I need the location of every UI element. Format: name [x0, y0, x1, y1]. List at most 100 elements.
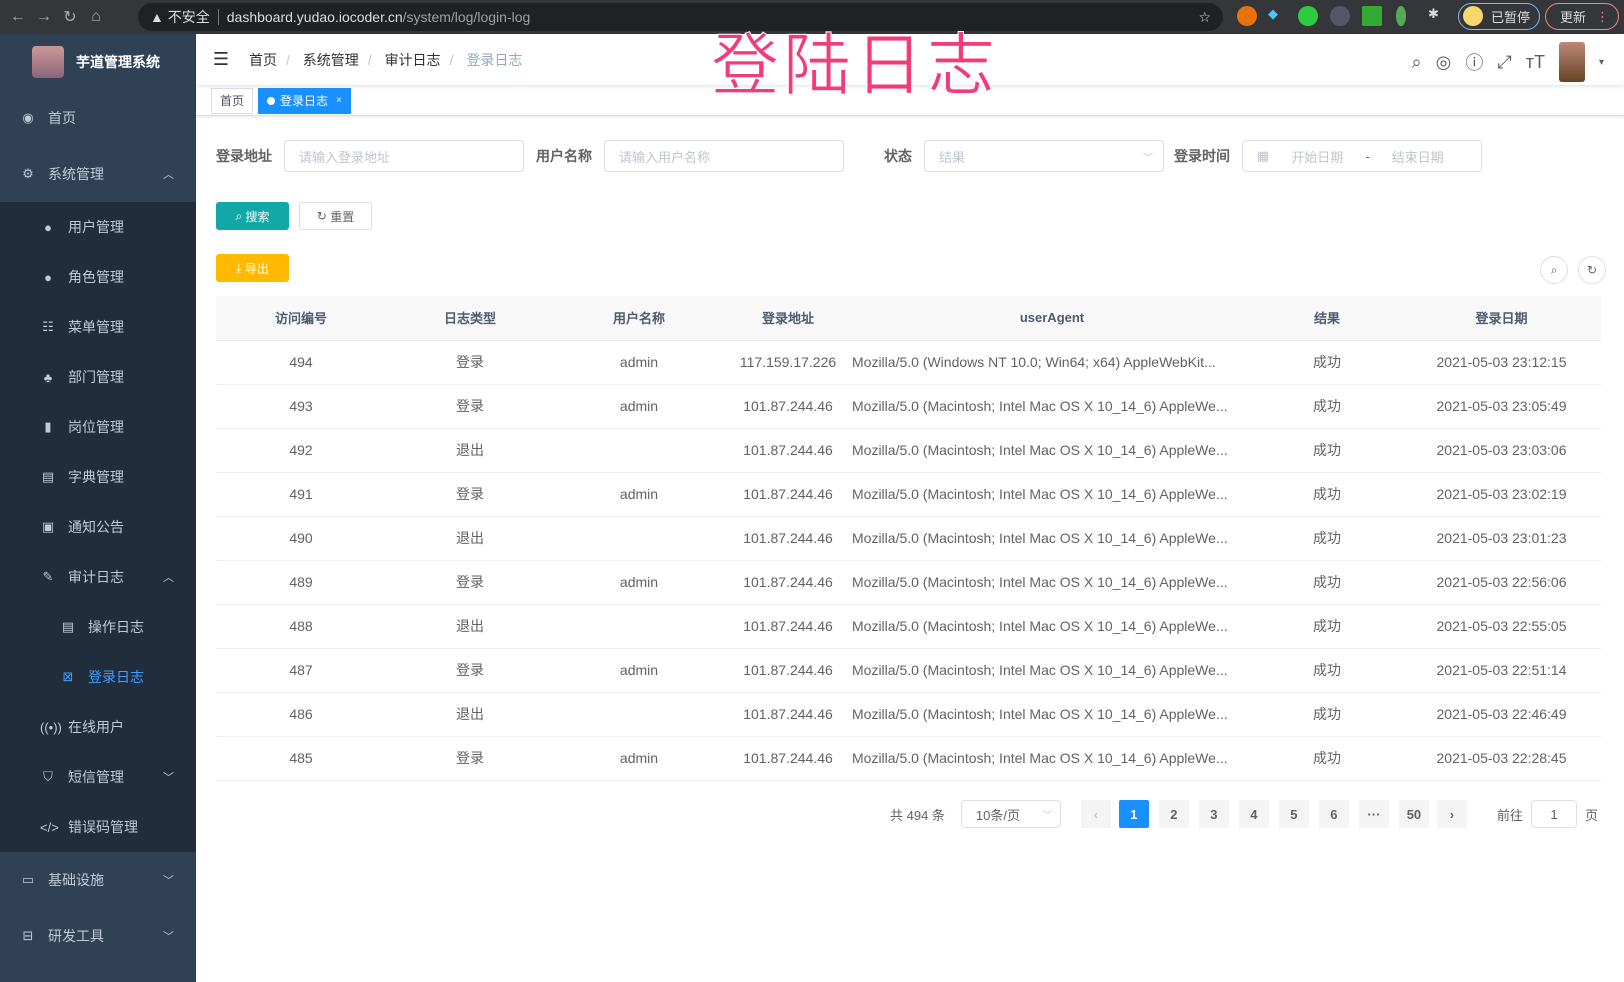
- insecure-label: 不安全: [167, 9, 210, 25]
- sidebar-logo[interactable]: 芋道管理系统: [0, 34, 196, 90]
- sidebar-item-home[interactable]: ◉ 首页: [0, 90, 196, 146]
- address-bar[interactable]: ▲ 不安全 dashboard.yudao.iocoder.cn/system/…: [138, 3, 1223, 31]
- warning-icon: ▲: [150, 9, 168, 25]
- page-button[interactable]: 5: [1278, 800, 1309, 828]
- table-row[interactable]: 491 登录 admin 101.87.244.46 Mozilla/5.0 (Maci…: [216, 472, 1601, 517]
- close-icon[interactable]: ×: [336, 95, 342, 106]
- on-extension-icon[interactable]: [1362, 6, 1382, 26]
- table-cell: 登录: [386, 340, 554, 385]
- sidebar-item-dict[interactable]: ▤ 字典管理: [0, 452, 196, 502]
- table-row[interactable]: 493 登录 admin 101.87.244.46 Mozilla/5.0 (Maci…: [216, 384, 1601, 429]
- forward-icon[interactable]: →: [36, 8, 52, 25]
- home-icon[interactable]: ⌂: [91, 8, 101, 25]
- page-button[interactable]: 1: [1118, 800, 1149, 828]
- help-icon[interactable]: ⓘ: [1465, 53, 1484, 73]
- table-cell: admin: [554, 340, 724, 385]
- update-button[interactable]: 更新 ⋮: [1545, 3, 1619, 30]
- prev-page-button[interactable]: ‹: [1080, 800, 1111, 828]
- y-extension-icon[interactable]: [1298, 6, 1318, 26]
- extension-icon[interactable]: [1237, 6, 1257, 26]
- tag-login-log[interactable]: 登录日志 ×: [258, 87, 351, 114]
- page-list: 1 2 3 4 5 6 ··· 50: [1118, 800, 1429, 828]
- sidebar-item-notice[interactable]: ▣ 通知公告: [0, 502, 196, 552]
- next-page-button[interactable]: ›: [1436, 800, 1467, 828]
- sidebar-item-infra[interactable]: ▭ 基础设施 ﹀: [0, 852, 196, 908]
- puzzle-icon[interactable]: ✱: [1428, 6, 1439, 21]
- sidebar-item-operate-log[interactable]: ▤ 操作日志: [0, 602, 196, 652]
- refresh-button[interactable]: ↻: [1578, 256, 1606, 284]
- status-label: 状态: [884, 148, 912, 164]
- fullscreen-icon[interactable]: ⤢: [1497, 51, 1512, 72]
- page-button[interactable]: 50: [1398, 800, 1429, 828]
- sidebar-item-post[interactable]: ▮ 岗位管理: [0, 402, 196, 452]
- table-cell: admin: [554, 560, 724, 605]
- table-cell: 2021-05-03 22:55:05: [1402, 604, 1601, 649]
- sidebar-item-error-code[interactable]: </> 错误码管理: [0, 802, 196, 852]
- bookmark-star-icon[interactable]: ☆: [1198, 8, 1211, 25]
- page-button[interactable]: 6: [1318, 800, 1349, 828]
- goto-value: 1: [1550, 806, 1558, 822]
- breadcrumb-home[interactable]: 首页: [249, 51, 277, 68]
- reload-icon[interactable]: ↻: [63, 9, 77, 26]
- sidebar-item-audit-log[interactable]: ✎ 审计日志 ︿: [0, 552, 196, 602]
- menu-label: 角色管理: [68, 269, 124, 285]
- sidebar-item-dept[interactable]: ♣ 部门管理: [0, 352, 196, 402]
- profile-button[interactable]: 已暂停: [1458, 3, 1540, 30]
- page-size-select[interactable]: 10条/页 ﹀: [960, 800, 1061, 828]
- sidebar-item-user[interactable]: ● 用户管理: [0, 202, 196, 252]
- log-icon: ✎: [42, 569, 54, 584]
- status-select[interactable]: 结果 ﹀: [924, 140, 1164, 172]
- navbar: ☰ 首页 / 系统管理 / 审计日志 / 登录日志 登陆日志 ⌕ ◎ ⓘ ⤢ ᴛT ▾: [196, 28, 1624, 105]
- avatar[interactable]: [1558, 42, 1585, 82]
- username-input[interactable]: 请输入用户名称: [604, 140, 844, 172]
- page-button[interactable]: 3: [1198, 800, 1229, 828]
- chevron-up-icon: ︿: [163, 169, 174, 181]
- caret-down-icon[interactable]: ▾: [1598, 56, 1604, 68]
- column-header: 访问编号: [216, 296, 386, 341]
- table-cell: 2021-05-03 23:05:49: [1402, 384, 1601, 429]
- search-button[interactable]: ⌕ 搜索: [216, 202, 289, 230]
- app-title: 芋道管理系统: [76, 54, 160, 70]
- table-row[interactable]: 487 登录 admin 101.87.244.46 Mozilla/5.0 (Maci…: [216, 648, 1601, 693]
- table-cell: 成功: [1252, 384, 1402, 429]
- toggle-search-button[interactable]: ⌕: [1540, 256, 1568, 284]
- table-cell: 101.87.244.46: [724, 428, 852, 473]
- reset-button[interactable]: ↻ 重置: [299, 202, 372, 230]
- page-button[interactable]: 2: [1158, 800, 1189, 828]
- sidebar-item-tool[interactable]: ⊟ 研发工具 ﹀: [0, 908, 196, 964]
- search-icon[interactable]: ⌕: [1411, 51, 1422, 72]
- font-size-icon[interactable]: ᴛT: [1525, 51, 1545, 72]
- table-row[interactable]: 492 退出 101.87.244.46 Mozilla/5.0 (Macintosh…: [216, 428, 1601, 473]
- table-row[interactable]: 485 登录 admin 101.87.244.46 Mozilla/5.0 (Maci…: [216, 736, 1601, 781]
- github-icon[interactable]: ◎: [1435, 51, 1452, 72]
- code-icon: </>: [40, 819, 59, 835]
- sidebar-item-online-user[interactable]: ((•)) 在线用户: [0, 702, 196, 752]
- table-cell: 101.87.244.46: [724, 384, 852, 429]
- table-row[interactable]: 489 登录 admin 101.87.244.46 Mozilla/5.0 (Maci…: [216, 560, 1601, 605]
- table-row[interactable]: 488 退出 101.87.244.46 Mozilla/5.0 (Macintosh…: [216, 604, 1601, 649]
- sidebar-item-sms[interactable]: ⛉ 短信管理 ﹀: [0, 752, 196, 802]
- table-row[interactable]: 494 登录 admin 117.159.17.226 Mozilla/5.0 (Win…: [216, 340, 1601, 385]
- overlay-title: 登陆日志: [710, 28, 1000, 105]
- goto-page-input[interactable]: 1: [1530, 800, 1577, 828]
- ip-input[interactable]: 请输入登录地址: [284, 140, 524, 172]
- page-button[interactable]: 4: [1238, 800, 1269, 828]
- tag-home[interactable]: 首页: [211, 87, 254, 114]
- diamond-extension-icon[interactable]: ◆: [1268, 6, 1278, 21]
- export-button[interactable]: ⤓ 导出: [216, 254, 289, 282]
- sidebar-item-system[interactable]: ⚙ 系统管理 ︿: [0, 146, 196, 202]
- grid-extension-icon[interactable]: [1330, 6, 1350, 26]
- table-row[interactable]: 490 退出 101.87.244.46 Mozilla/5.0 (Macintosh…: [216, 516, 1601, 561]
- leaf-extension-icon[interactable]: [1396, 6, 1406, 26]
- sidebar-item-login-log[interactable]: ⊠ 登录日志: [0, 652, 196, 702]
- more-pages-button[interactable]: ···: [1358, 800, 1389, 828]
- column-header: 登录地址: [724, 296, 852, 341]
- sidebar-item-role[interactable]: ● 角色管理: [0, 252, 196, 302]
- hamburger-icon[interactable]: ☰: [212, 49, 230, 69]
- date-range-picker[interactable]: ▦ 开始日期 - 结束日期: [1242, 140, 1482, 172]
- table-cell: 登录: [386, 472, 554, 517]
- back-icon[interactable]: ←: [10, 8, 26, 25]
- table-row[interactable]: 486 退出 101.87.244.46 Mozilla/5.0 (Macintosh…: [216, 692, 1601, 737]
- table-cell: Mozilla/5.0 (Macintosh; Intel Mac OS X 1…: [852, 384, 1252, 429]
- sidebar-item-menu[interactable]: ☷ 菜单管理: [0, 302, 196, 352]
